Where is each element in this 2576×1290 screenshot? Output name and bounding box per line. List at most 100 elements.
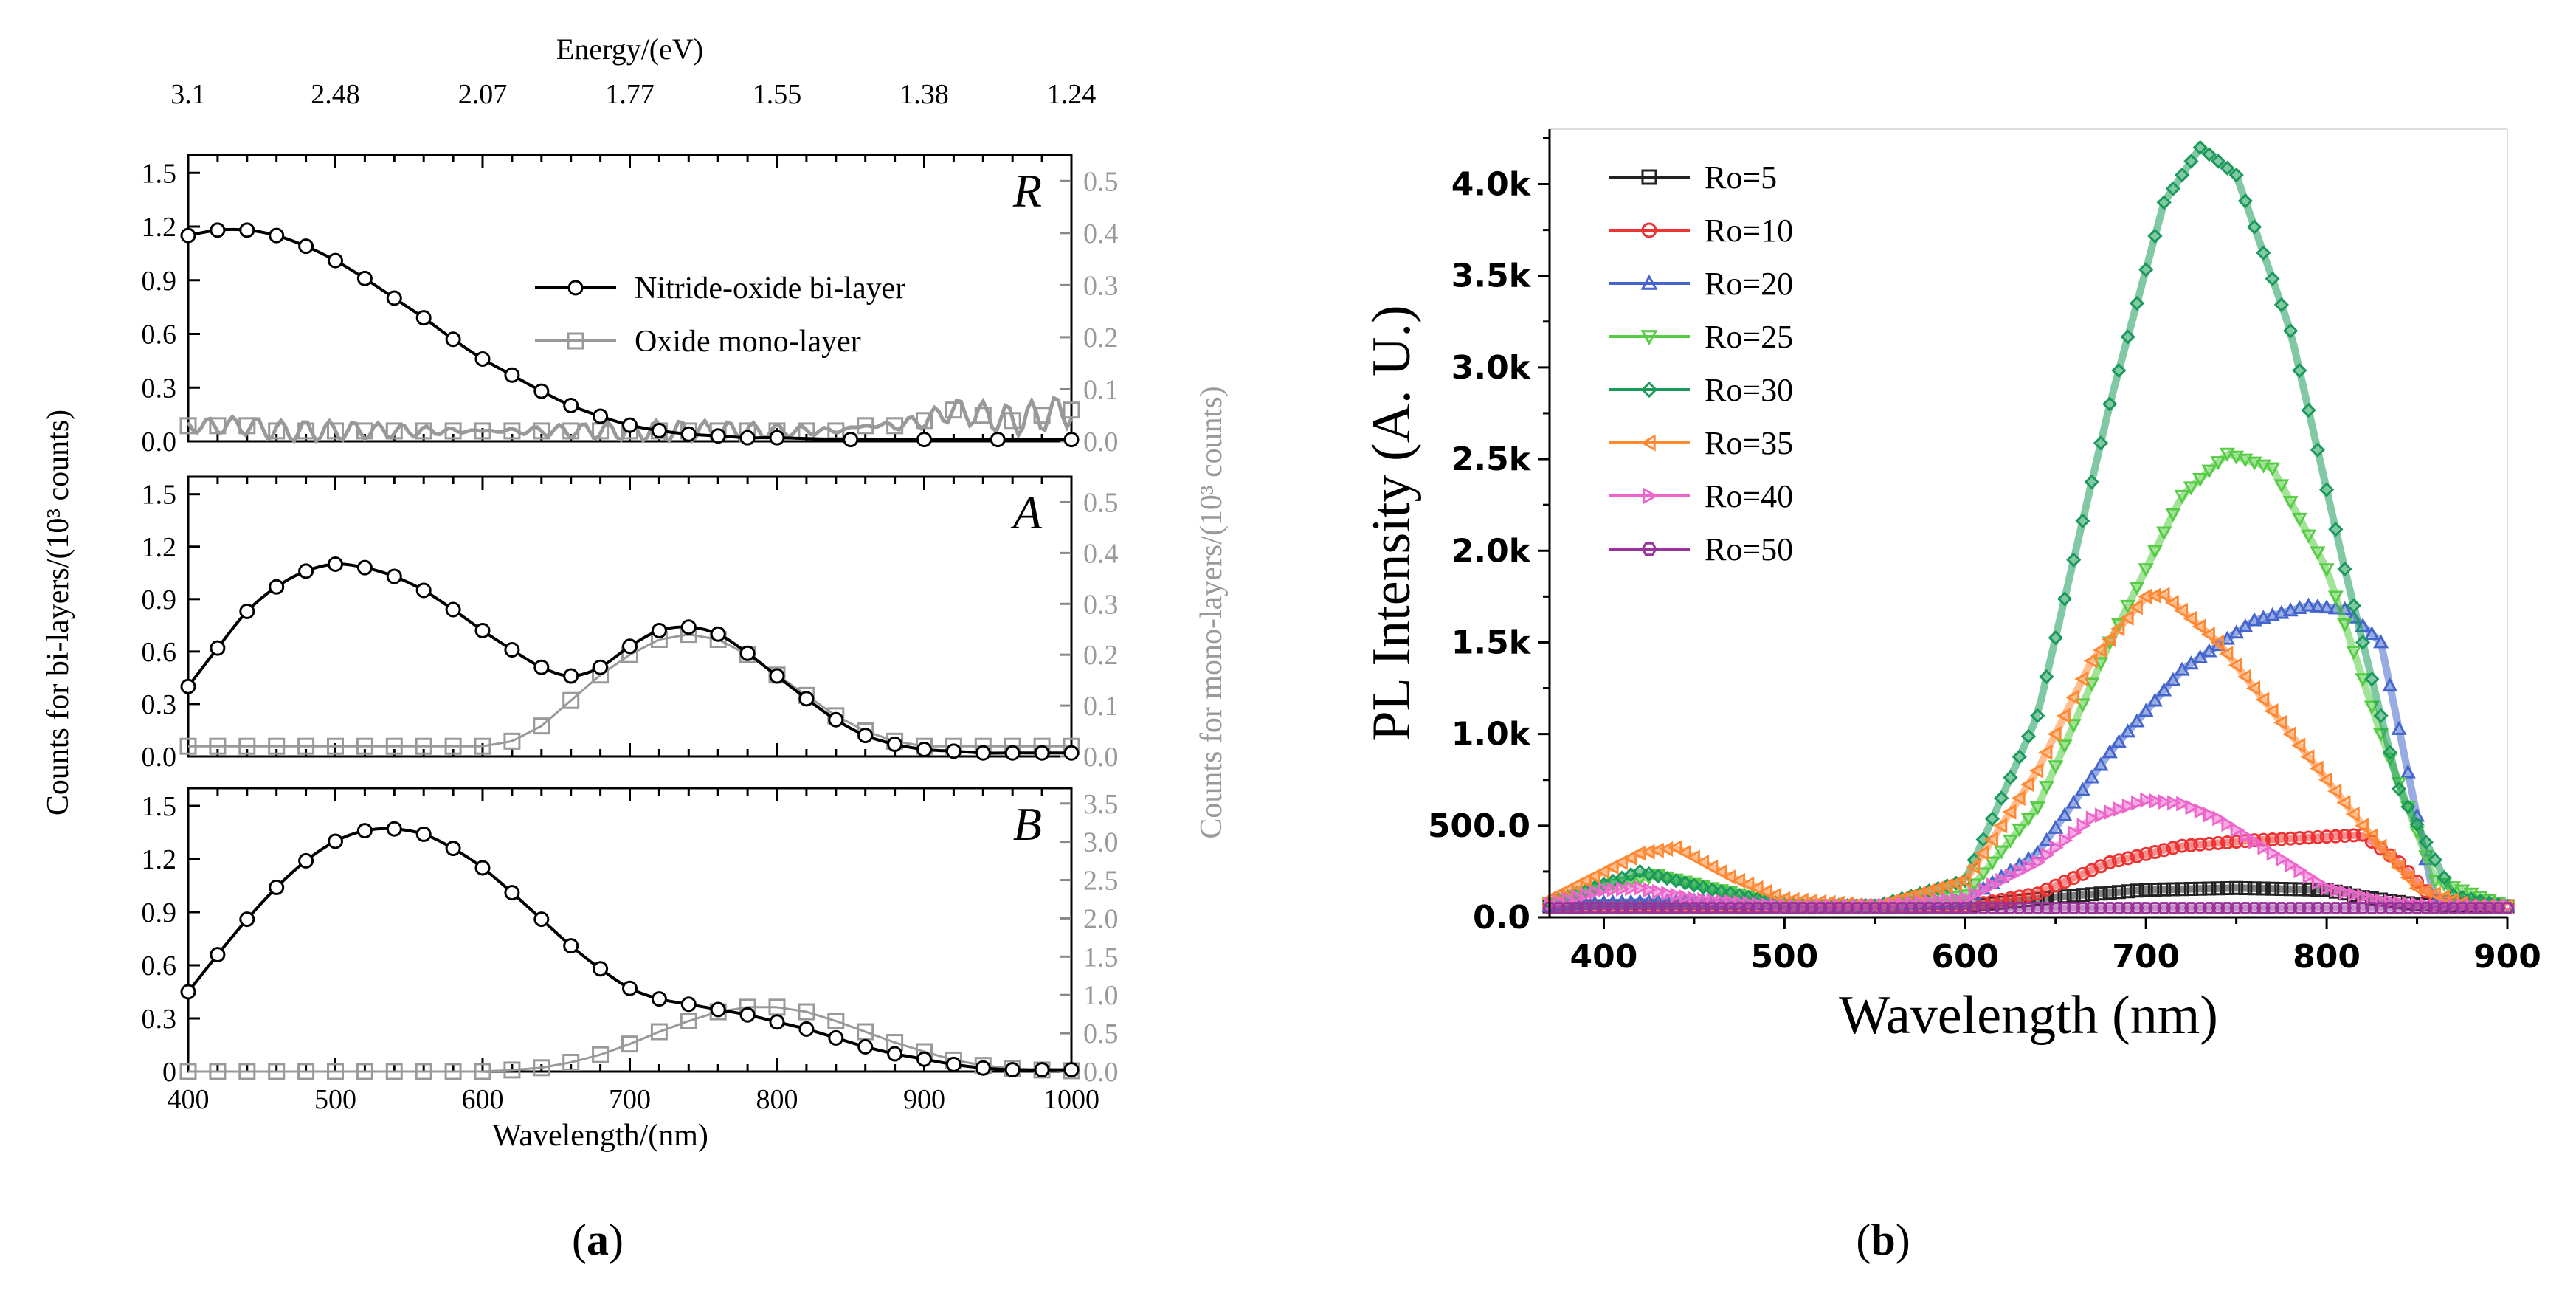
- series-marker: [2038, 832, 2055, 846]
- bilayer-point: [445, 841, 461, 857]
- bilayer-point: [180, 678, 196, 694]
- series-marker: [2020, 812, 2037, 827]
- series-marker: [2382, 677, 2398, 692]
- series-marker: [2338, 828, 2352, 843]
- series-marker: [2265, 607, 2281, 621]
- y-tick-label-right: 2.5: [1083, 866, 1119, 897]
- legend-label: Ro=5: [1705, 159, 1777, 196]
- series-marker: [2363, 626, 2380, 641]
- series-marker: [1949, 902, 1964, 915]
- series-marker: [1722, 869, 1736, 885]
- series-marker: [2065, 794, 2082, 809]
- series-marker: [1777, 902, 1792, 915]
- y-tick-label-left: 0.9: [142, 897, 177, 928]
- bilayer-point: [504, 367, 520, 383]
- series-marker: [2093, 756, 2109, 771]
- monolayer-point: [385, 1063, 403, 1080]
- series-marker: [2436, 889, 2451, 906]
- series-marker: [2183, 882, 2198, 897]
- x-tick-label: 900: [903, 1084, 945, 1115]
- y-axis-title: PL Intensity (A. U.): [1361, 305, 1422, 741]
- series-marker: [1695, 854, 1710, 871]
- series-marker: [2328, 902, 2344, 915]
- series-marker: [2147, 545, 2163, 559]
- caption-b-letter: b: [1871, 1215, 1895, 1264]
- legend-marker: [1643, 487, 1659, 505]
- subpanel-label: A: [1010, 486, 1043, 539]
- bilayer-point: [356, 270, 373, 286]
- bilayer-point: [239, 603, 255, 619]
- series-marker: [2247, 881, 2262, 896]
- series-marker: [2013, 863, 2028, 880]
- series-marker: [1677, 875, 1693, 891]
- bilayer-point: [298, 563, 314, 579]
- series-marker: [2301, 529, 2317, 544]
- series-marker: [1983, 831, 1998, 847]
- bilayer-point: [269, 879, 285, 895]
- series-marker: [1713, 864, 1727, 880]
- legend-label: Ro=50: [1705, 531, 1793, 568]
- monolayer-point: [238, 737, 256, 755]
- y-tick-label-right: 0.2: [1083, 322, 1119, 353]
- monolayer-point: [444, 737, 462, 755]
- series-marker: [2155, 587, 2170, 603]
- series-marker: [2030, 902, 2045, 915]
- legend-marker-monolayer: [567, 332, 584, 350]
- bilayer-point: [651, 991, 667, 1007]
- series-marker: [2004, 868, 2019, 884]
- series-ro-30: [1541, 139, 2515, 914]
- series-marker: [2292, 831, 2307, 846]
- monolayer-point: [385, 422, 403, 440]
- series-marker: [2210, 634, 2225, 650]
- monolayer-point: [974, 407, 992, 424]
- monolayer-point: [179, 737, 197, 755]
- top-tick-label: 1.55: [753, 79, 802, 110]
- y-tick-label-left: 1.2: [142, 844, 177, 875]
- y-tick-label-right: 3.5: [1083, 789, 1119, 820]
- series-marker: [2318, 563, 2335, 578]
- legend-marker: [1640, 381, 1658, 399]
- bilayer-point: [445, 331, 461, 348]
- bilayer-point: [916, 432, 932, 448]
- y-tick-label-left: 0.0: [142, 427, 177, 458]
- subpanel-R: 0.0 0.3 0.6 0.9 1.2 1.5 0.0 0.1 0.2 0.3 0.4 0.5 R Nit…: [142, 154, 1119, 458]
- series-marker: [2327, 783, 2342, 799]
- series-marker: [2255, 610, 2271, 624]
- bilayer-point: [504, 642, 520, 658]
- series-marker: [2031, 854, 2046, 871]
- series-marker: [2364, 671, 2380, 687]
- monolayer-point: [209, 1063, 227, 1080]
- series-marker: [2039, 669, 2054, 685]
- series-marker: [2120, 723, 2136, 738]
- series-marker: [2120, 329, 2135, 345]
- monolayer-point: [415, 737, 432, 755]
- series-marker: [2183, 610, 2197, 627]
- series-marker: [2229, 880, 2244, 895]
- x-tick-label: 600: [1931, 938, 1999, 976]
- bilayer-point: [651, 422, 667, 438]
- x-tick-label: 600: [462, 1084, 504, 1115]
- series-marker: [2113, 801, 2127, 818]
- bilayer-point: [504, 885, 520, 901]
- series-marker: [2247, 219, 2262, 235]
- series-marker: [2237, 453, 2254, 468]
- series-marker: [1885, 902, 1901, 915]
- bilayer-point: [386, 290, 402, 306]
- legend-label: Ro=25: [1705, 319, 1793, 355]
- series-marker: [1930, 902, 1946, 915]
- series-marker: [2111, 362, 2127, 379]
- monolayer-point: [356, 1063, 373, 1080]
- series-marker: [2140, 792, 2155, 808]
- series-marker: [1976, 902, 1991, 915]
- series-marker: [1551, 902, 1566, 915]
- bilayer-point: [328, 833, 343, 849]
- bilayer-point: [975, 745, 991, 761]
- monolayer-point: [238, 417, 256, 435]
- series-marker: [2409, 902, 2425, 915]
- series-marker: [2093, 657, 2109, 672]
- series-marker: [2273, 479, 2290, 494]
- bilayer-point: [445, 601, 461, 618]
- series-marker: [1677, 844, 1691, 860]
- bilayer-point: [386, 821, 402, 837]
- series-marker: [1559, 882, 1574, 898]
